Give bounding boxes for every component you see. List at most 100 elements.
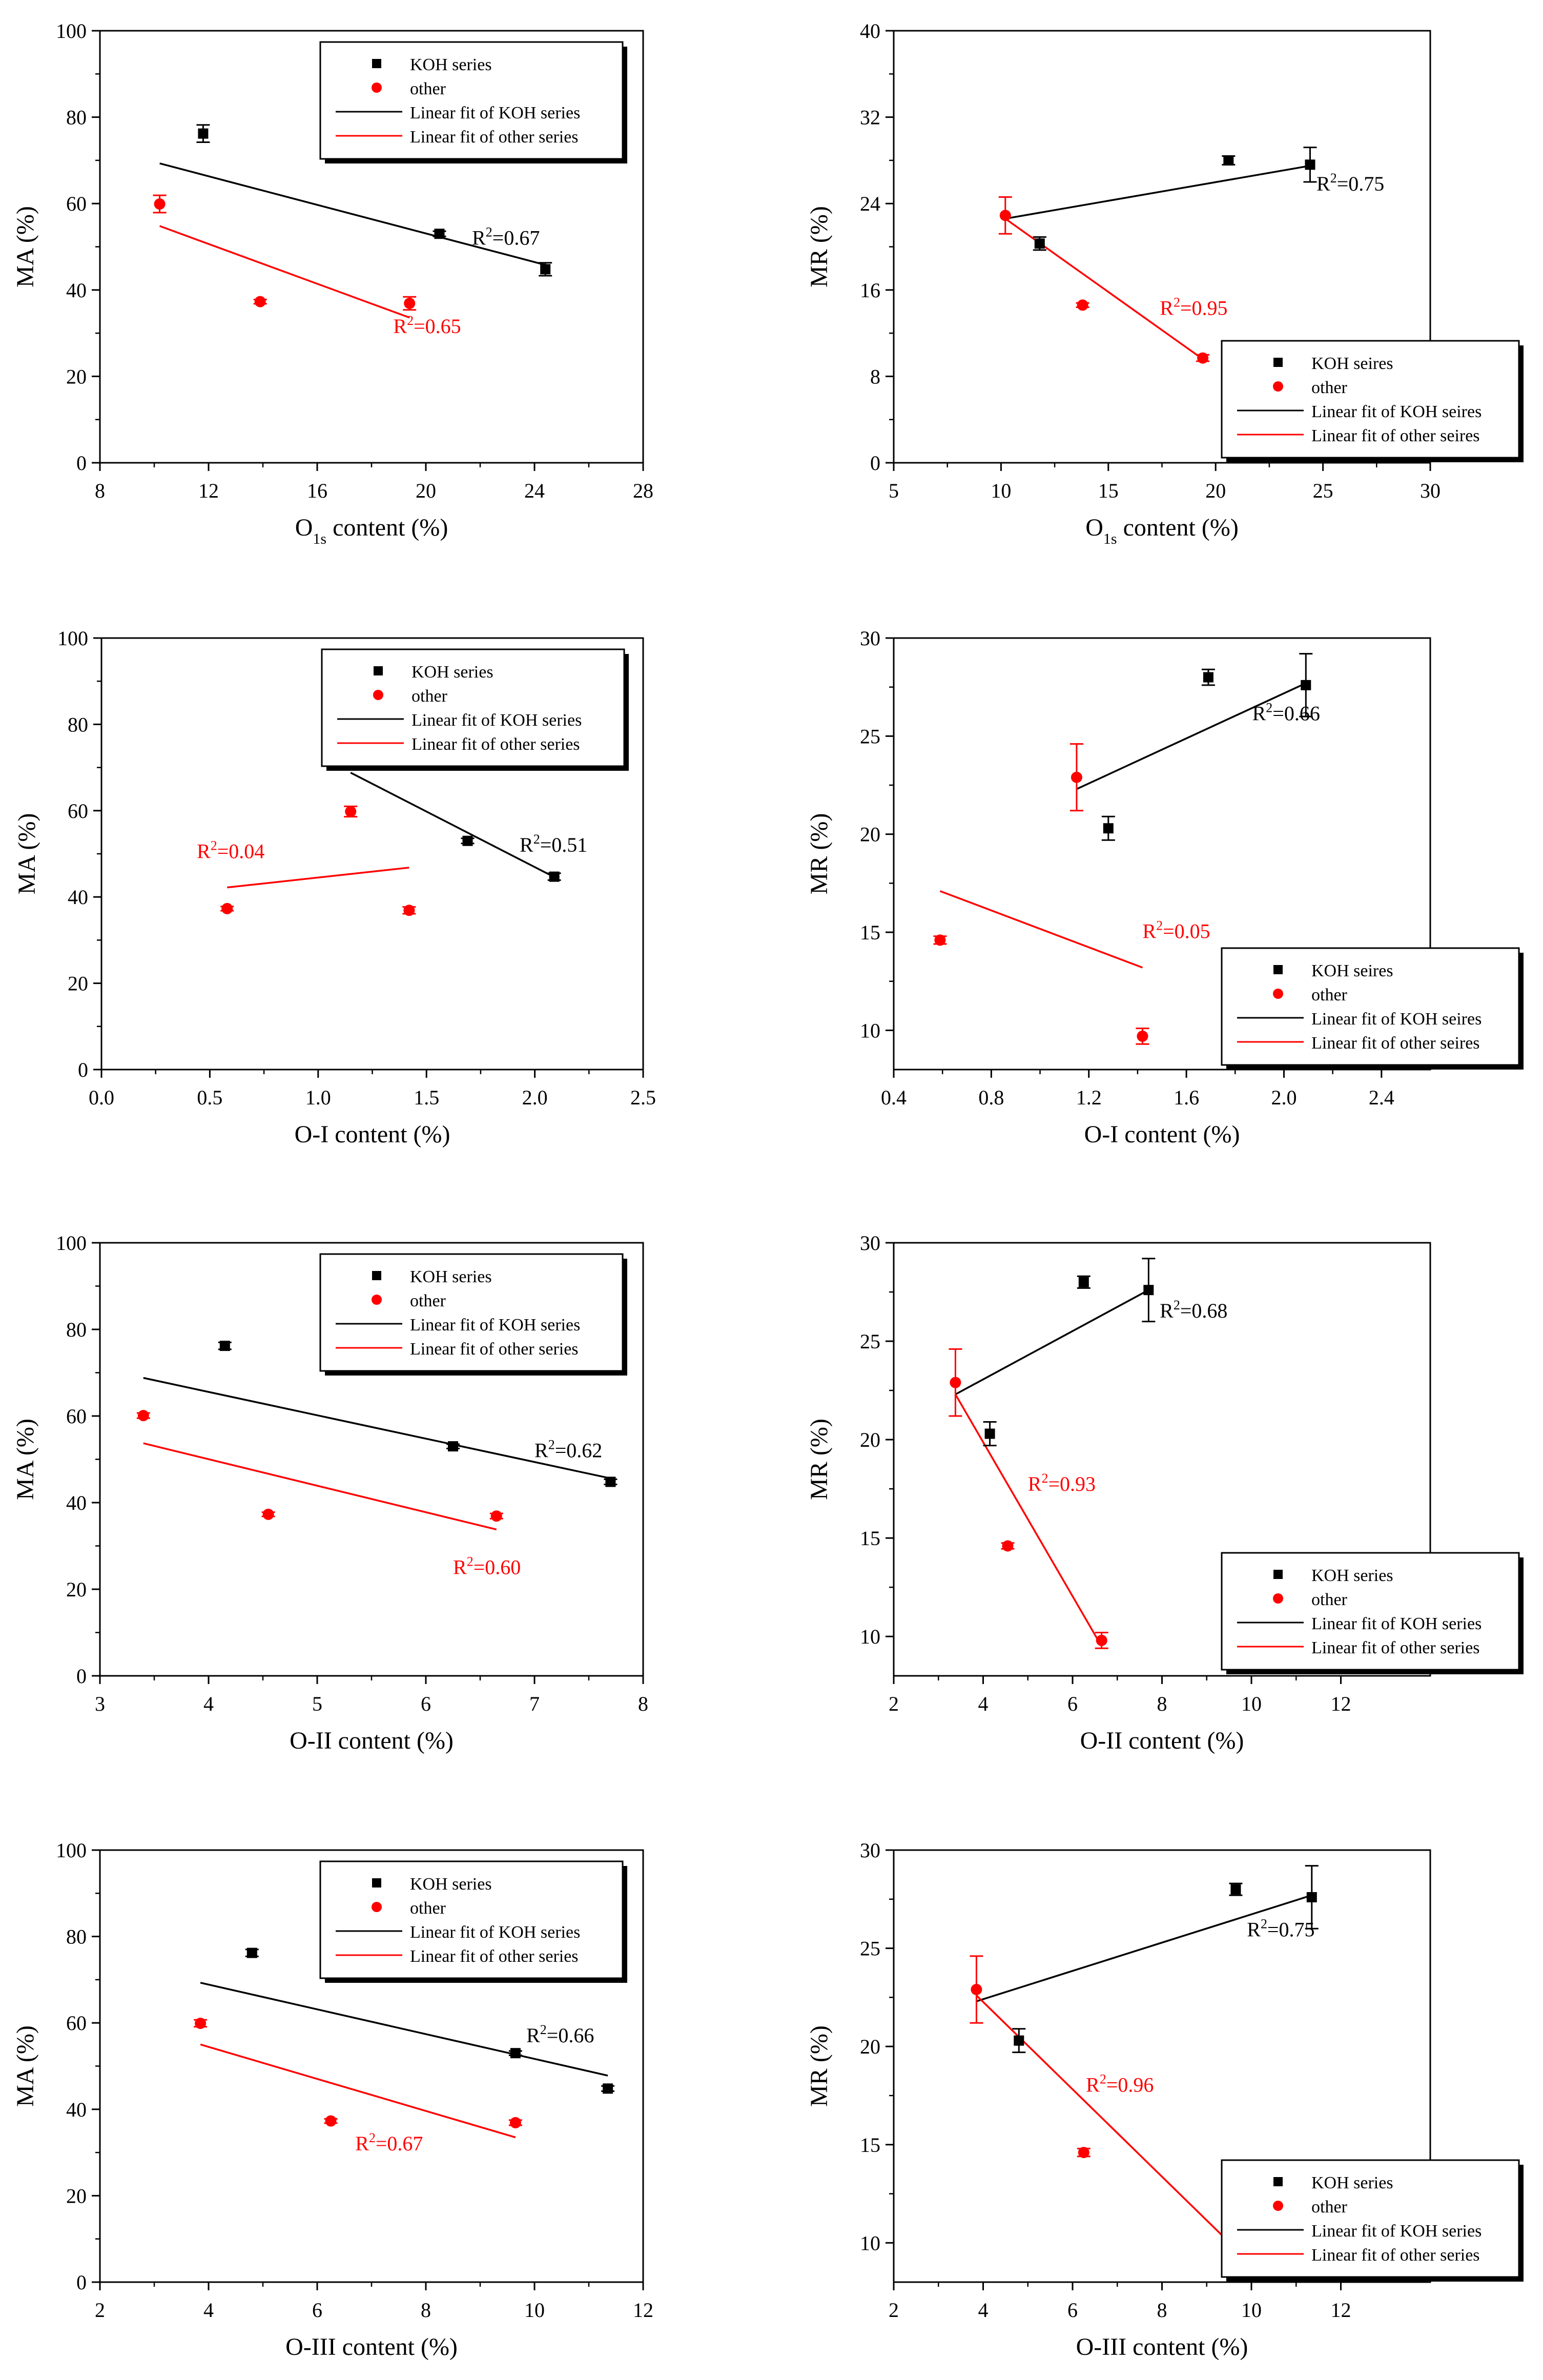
y-axis-label: MA (%): [13, 813, 40, 895]
y-tick-label: 8: [870, 365, 880, 388]
y-tick-label: 24: [860, 192, 880, 215]
y-tick-label: 20: [860, 1428, 880, 1451]
data-point-other: [490, 1510, 502, 1522]
x-tick-label: 12: [1331, 2299, 1351, 2322]
y-tick-label: 20: [860, 2035, 880, 2058]
x-tick-label: 28: [633, 479, 653, 502]
legend-marker-other: [1273, 2201, 1283, 2211]
legend-marker-koh: [1273, 1570, 1283, 1579]
y-tick-label: 15: [860, 921, 880, 944]
data-point-other: [403, 905, 415, 916]
data-point-other: [154, 198, 166, 210]
data-point-other: [999, 210, 1011, 221]
x-tick-label: 1.2: [1076, 1086, 1102, 1109]
legend-label: KOH series: [1311, 2173, 1393, 2192]
x-tick-label: 2: [889, 1692, 899, 1715]
legend-box: [321, 648, 625, 767]
x-tick-label: 2.0: [1271, 1086, 1297, 1109]
y-tick-label: 10: [860, 2231, 880, 2254]
y-tick-label: 100: [56, 1839, 87, 1862]
y-tick-label: 30: [860, 1232, 880, 1255]
y-tick-label: 20: [66, 2184, 87, 2207]
fit-line-other: [227, 867, 409, 889]
legend: KOH series other Linear fit of KOH series L…: [319, 1860, 627, 1983]
y-tick-label: 0: [76, 2271, 87, 2294]
x-tick-label: 12: [633, 2299, 653, 2322]
legend-marker-other: [1273, 1593, 1283, 1604]
x-tick-label: 6: [1067, 1692, 1078, 1715]
legend-label: Linear fit of other series: [412, 735, 580, 754]
legend-marker-koh: [372, 1271, 381, 1280]
data-point-other: [262, 1508, 274, 1520]
data-point-other: [345, 806, 357, 817]
y-tick-label: 30: [860, 1839, 880, 1862]
chart-4: 0.4 0.8 1.2 1.6 2.0 2.4 10 15 20 25 30 O-I content …: [806, 627, 1524, 1148]
fit-line-koh: [976, 1894, 1312, 2002]
legend-label: Linear fit of KOH seires: [1311, 1010, 1482, 1029]
r-squared-label: R2=0.75: [1247, 1917, 1314, 1941]
data-point-koh: [510, 2048, 521, 2059]
legend-label: KOH series: [412, 663, 493, 682]
legend-marker-other: [372, 1902, 382, 1912]
y-tick-label: 20: [68, 972, 88, 995]
y-tick-label: 60: [66, 1405, 87, 1428]
data-point-koh: [1143, 1285, 1154, 1296]
x-tick-label: 6: [1067, 2299, 1078, 2322]
legend-label: Linear fit of KOH series: [1311, 1614, 1482, 1633]
x-tick-label: 15: [1098, 479, 1119, 502]
y-tick-label: 0: [76, 452, 87, 475]
r-squared-label: R2=0.96: [1086, 2071, 1154, 2096]
x-tick-label: 2: [95, 2299, 105, 2322]
fit-line-koh: [200, 1982, 608, 2077]
data-point-other: [950, 1377, 961, 1388]
legend-marker-other: [373, 690, 383, 700]
fit-line-koh: [350, 772, 555, 878]
x-axis-label: O-I content (%): [1084, 1121, 1240, 1148]
data-point-other: [509, 2117, 521, 2128]
legend-label: Linear fit of KOH series: [412, 711, 582, 730]
r-squared-label: R2=0.51: [520, 832, 587, 856]
y-tick-label: 40: [66, 1491, 87, 1514]
data-point-other: [1071, 771, 1082, 783]
x-axis-label: O-I content (%): [295, 1121, 450, 1148]
x-tick-label: 4: [978, 2299, 989, 2322]
chart-3: 0.0 0.5 1.0 1.5 2.0 2.5 0 20 40 60 80 100 O-I conten…: [13, 627, 656, 1148]
r-squared-label: R2=0.60: [453, 1554, 521, 1578]
data-point-koh: [984, 1428, 995, 1439]
x-tick-label: 10: [524, 2299, 545, 2322]
legend-label: KOH series: [410, 1267, 492, 1286]
y-tick-label: 40: [66, 279, 87, 302]
x-tick-label: 8: [95, 479, 105, 502]
chart-2: 5 10 15 20 25 30 0 8 16 24 32 40 O1s content (%) MR (…: [806, 19, 1524, 547]
x-tick-label: 4: [203, 1692, 214, 1715]
fit-line-other: [976, 1995, 1237, 2250]
legend-box: [1221, 947, 1520, 1066]
fit-line-other: [939, 890, 1143, 969]
legend-label: other: [410, 79, 446, 98]
data-point-koh: [219, 1341, 230, 1351]
plot-frame: [893, 637, 1431, 1071]
x-tick-label: 2: [889, 2299, 899, 2322]
x-tick-label: 0.0: [89, 1086, 114, 1109]
y-tick-label: 80: [66, 1925, 87, 1948]
r-squared-label: R2=0.65: [393, 313, 461, 338]
legend-label: Linear fit of KOH seires: [1311, 402, 1482, 421]
y-tick-label: 20: [66, 1578, 87, 1601]
fit-line-other: [143, 1442, 497, 1531]
x-tick-label: 20: [1205, 479, 1226, 502]
y-tick-label: 0: [76, 1665, 87, 1688]
y-tick-label: 32: [860, 106, 880, 129]
legend-label: other: [1311, 986, 1348, 1004]
y-tick-label: 60: [68, 799, 88, 823]
x-tick-label: 25: [1313, 479, 1333, 502]
legend-marker-other: [372, 83, 382, 93]
x-tick-label: 1.5: [414, 1086, 439, 1109]
y-tick-label: 80: [66, 1318, 87, 1341]
x-tick-label: 8: [638, 1692, 648, 1715]
data-point-other: [404, 297, 416, 309]
legend-label: KOH seires: [1311, 354, 1393, 373]
legend-box: [319, 1860, 624, 1979]
data-point-other: [195, 2018, 207, 2029]
data-point-koh: [549, 871, 560, 882]
r-squared-label: R2=0.68: [1160, 1298, 1227, 1322]
